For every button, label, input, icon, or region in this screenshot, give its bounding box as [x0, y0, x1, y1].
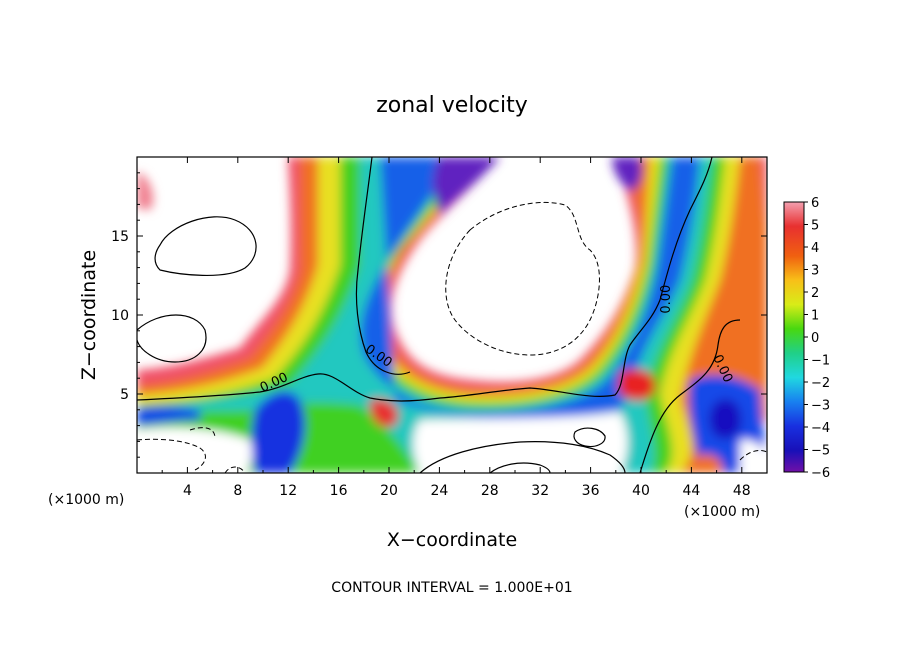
x-tick-label: 36 — [582, 483, 600, 499]
colorbar-tick-label: −6 — [811, 466, 830, 481]
x-tick-label: 28 — [481, 483, 499, 499]
x-tick-label: 44 — [682, 483, 700, 499]
colorbar-tick-label: −3 — [811, 399, 830, 414]
colorbar-tick-label: 5 — [811, 219, 819, 234]
contour-interval-note: CONTOUR INTERVAL = 1.000E+01 — [331, 580, 572, 596]
x-axis-label: X−coordinate — [387, 529, 517, 551]
x-tick-label: 40 — [632, 483, 650, 499]
x-tick-label: 16 — [330, 483, 348, 499]
y-axis: 5 10 15 — [111, 172, 767, 458]
colorbar-tick-label: 0 — [811, 331, 819, 346]
velocity-field — [137, 157, 767, 473]
chart-title: zonal velocity — [376, 93, 528, 118]
colorbar-tick-label: 6 — [811, 196, 819, 211]
y-tick-label: 15 — [111, 229, 129, 245]
colorbar-tick-label: 1 — [811, 309, 819, 324]
colorbar-tick-label: −2 — [811, 376, 830, 391]
colorbar: 6 5 4 3 2 1 0 −1 −2 −3 −4 −5 −6 — [783, 196, 830, 481]
colorbar-tick-label: −1 — [811, 354, 830, 369]
colorbar-tick-label: 2 — [811, 286, 819, 301]
y-tick-label: 5 — [120, 387, 129, 403]
x-unit-label-left: (×1000 m) — [48, 492, 124, 508]
colorbar-tick-label: 4 — [811, 241, 819, 256]
x-tick-label: 20 — [380, 483, 398, 499]
x-tick-label: 48 — [733, 483, 751, 499]
colorbar-tick-label: −4 — [811, 421, 830, 436]
x-tick-label: 8 — [233, 483, 242, 499]
y-tick-label: 10 — [111, 308, 129, 324]
colorbar-gradient — [783, 201, 805, 473]
contour-label: 0.00 — [659, 285, 674, 314]
y-axis-label: Z−coordinate — [78, 250, 100, 380]
x-unit-label-right: (×1000 m) — [684, 504, 760, 520]
colorbar-tick-label: 3 — [811, 264, 819, 279]
x-tick-label: 4 — [183, 483, 192, 499]
x-tick-label: 12 — [279, 483, 297, 499]
x-tick-label: 32 — [531, 483, 549, 499]
colorbar-tick-label: −5 — [811, 444, 830, 459]
x-axis: 4 8 12 16 20 24 28 32 36 40 44 48 — [161, 157, 751, 499]
x-tick-label: 24 — [430, 483, 448, 499]
